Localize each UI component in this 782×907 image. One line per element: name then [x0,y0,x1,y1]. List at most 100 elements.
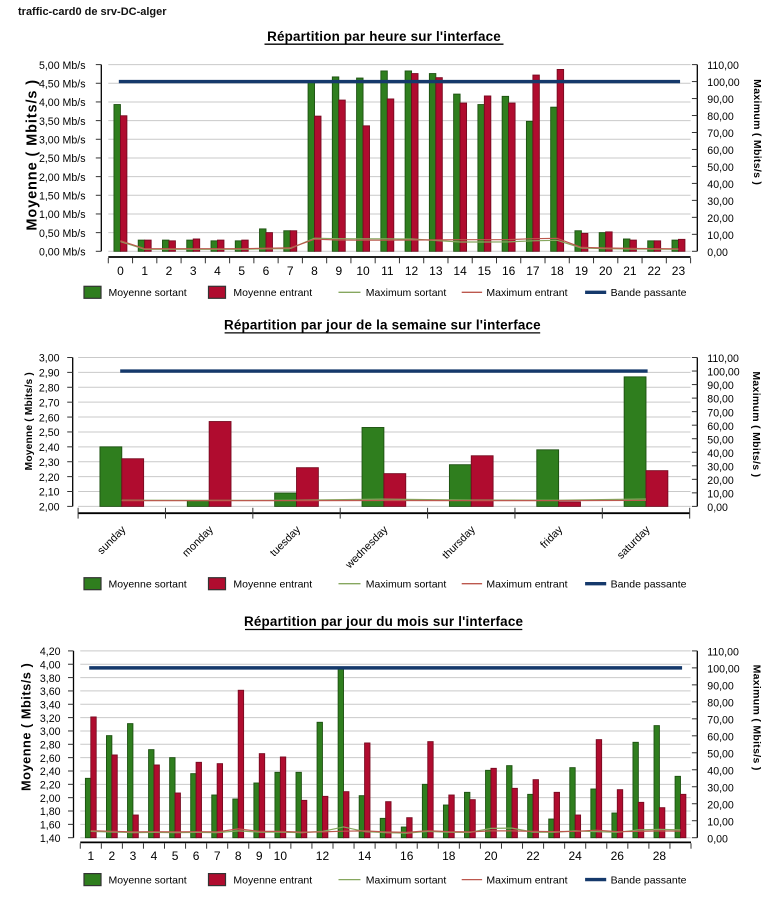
svg-text:40,00: 40,00 [707,448,734,460]
svg-text:2,00: 2,00 [40,793,61,805]
svg-text:50,00: 50,00 [707,434,734,446]
svg-text:90,00: 90,00 [707,94,734,106]
svg-text:11: 11 [381,264,394,278]
svg-text:40,00: 40,00 [707,765,734,777]
svg-text:100,00: 100,00 [707,663,740,675]
svg-text:2,60: 2,60 [39,412,60,424]
svg-text:2,40: 2,40 [40,766,61,778]
svg-text:2,50 Mb/s: 2,50 Mb/s [39,153,86,165]
svg-text:4,50 Mb/s: 4,50 Mb/s [39,78,86,90]
svg-text:Maximum sortant: Maximum sortant [366,874,447,886]
svg-text:Maximum entrant: Maximum entrant [486,578,567,590]
svg-text:9: 9 [256,849,263,863]
svg-text:2,50: 2,50 [39,427,60,439]
svg-text:30,00: 30,00 [707,461,734,473]
svg-text:30,00: 30,00 [707,782,734,794]
svg-text:19: 19 [575,264,589,278]
svg-text:Moyenne ( Mbits/s ): Moyenne ( Mbits/s ) [25,79,41,231]
svg-text:0: 0 [117,264,124,278]
svg-text:Moyenne sortant: Moyenne sortant [109,287,187,299]
svg-text:Bande passante: Bande passante [611,874,687,886]
svg-text:90,00: 90,00 [707,380,734,392]
svg-text:4,20: 4,20 [40,646,61,658]
svg-text:0,00: 0,00 [707,833,728,845]
svg-text:110,00: 110,00 [707,60,739,72]
svg-text:70,00: 70,00 [707,128,734,140]
svg-text:22: 22 [648,264,662,278]
svg-text:2,10: 2,10 [39,487,60,499]
svg-text:6: 6 [263,264,270,278]
svg-text:3,40: 3,40 [40,699,61,711]
svg-text:4,00 Mb/s: 4,00 Mb/s [39,97,86,109]
svg-text:10,00: 10,00 [707,816,734,828]
svg-text:3: 3 [190,264,197,278]
svg-text:12: 12 [405,264,419,278]
svg-text:3,60: 3,60 [40,686,61,698]
svg-text:60,00: 60,00 [707,145,734,157]
svg-text:Maximum entrant: Maximum entrant [486,874,567,886]
svg-text:4: 4 [151,849,158,863]
svg-text:9: 9 [335,264,342,278]
svg-text:6: 6 [193,849,200,863]
svg-text:10,00: 10,00 [707,488,734,500]
svg-text:50,00: 50,00 [707,748,734,760]
svg-text:1,00 Mb/s: 1,00 Mb/s [39,209,86,221]
svg-text:16: 16 [400,849,414,863]
svg-text:20: 20 [599,264,613,278]
svg-text:Répartition par jour du mois s: Répartition par jour du mois sur l'inter… [244,614,523,629]
svg-text:Maximum ( Mbits/s ): Maximum ( Mbits/s ) [751,665,763,771]
svg-text:26: 26 [611,849,625,863]
svg-text:40,00: 40,00 [707,179,734,191]
svg-text:Répartition par heure sur l'in: Répartition par heure sur l'interface [267,29,501,44]
svg-text:2,40: 2,40 [39,442,60,454]
svg-text:2,80: 2,80 [40,740,61,752]
svg-text:18: 18 [550,264,564,278]
svg-text:0,00: 0,00 [707,247,728,259]
svg-text:22: 22 [526,849,540,863]
svg-text:3,00: 3,00 [39,353,60,365]
svg-text:110,00: 110,00 [707,647,739,659]
svg-text:20,00: 20,00 [707,799,734,811]
svg-text:8: 8 [235,849,242,863]
svg-text:Moyenne entrant: Moyenne entrant [233,287,312,299]
svg-text:20: 20 [484,849,498,863]
svg-text:Maximum sortant: Maximum sortant [366,287,447,299]
svg-text:28: 28 [653,849,667,863]
svg-text:1: 1 [141,264,148,278]
svg-text:2,20: 2,20 [40,780,61,792]
svg-text:17: 17 [526,264,540,278]
svg-text:4,00: 4,00 [40,659,61,671]
svg-text:5,00 Mb/s: 5,00 Mb/s [39,60,86,72]
svg-text:15: 15 [478,264,492,278]
svg-text:23: 23 [672,264,686,278]
svg-text:13: 13 [429,264,443,278]
svg-text:4: 4 [214,264,221,278]
svg-text:Maximum sortant: Maximum sortant [366,578,447,590]
svg-text:Maximum ( Mbits/s ): Maximum ( Mbits/s ) [750,371,762,477]
svg-text:1,80: 1,80 [40,806,61,818]
svg-text:7: 7 [287,264,294,278]
svg-text:3,00: 3,00 [40,726,61,738]
svg-text:60,00: 60,00 [707,421,734,433]
svg-text:2,60: 2,60 [40,753,61,765]
svg-text:2: 2 [166,264,173,278]
svg-text:2,80: 2,80 [39,382,60,394]
svg-text:1,50 Mb/s: 1,50 Mb/s [39,190,86,202]
svg-text:2,00 Mb/s: 2,00 Mb/s [39,172,86,184]
svg-text:7: 7 [214,849,221,863]
svg-text:2,90: 2,90 [39,368,60,380]
svg-text:Moyenne entrant: Moyenne entrant [233,578,312,590]
svg-text:21: 21 [623,264,637,278]
svg-text:Moyenne sortant: Moyenne sortant [109,578,187,590]
svg-text:Bande passante: Bande passante [611,578,687,590]
svg-text:10,00: 10,00 [707,230,734,242]
svg-text:5: 5 [238,264,245,278]
svg-text:Bande passante: Bande passante [611,287,687,299]
svg-text:1: 1 [87,849,94,863]
svg-text:100,00: 100,00 [707,367,740,379]
svg-text:0,50 Mb/s: 0,50 Mb/s [39,228,86,240]
svg-text:1,40: 1,40 [40,833,61,845]
svg-text:80,00: 80,00 [707,394,734,406]
svg-text:20,00: 20,00 [707,213,734,225]
svg-text:16: 16 [502,264,516,278]
